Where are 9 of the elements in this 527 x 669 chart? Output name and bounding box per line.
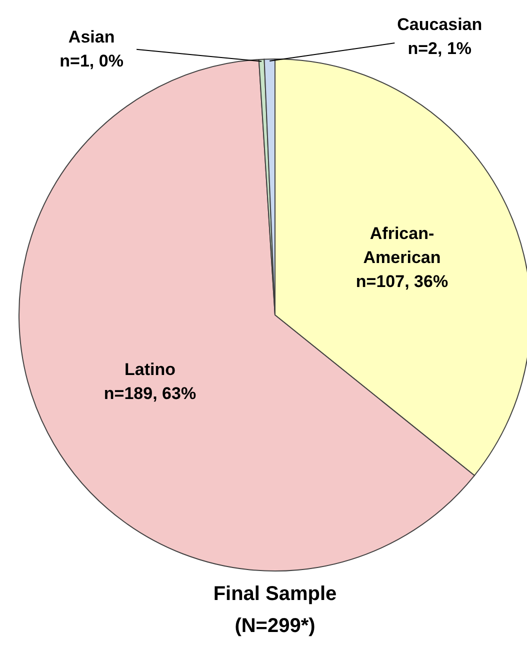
text: Final Sample <box>213 583 337 605</box>
slice-label: Caucasian <box>397 15 482 34</box>
data-label: n=1, 0% <box>60 51 124 70</box>
text: (N=299*) <box>234 615 316 637</box>
data-label: n=107, 36% <box>356 272 448 292</box>
slice-label: Latino <box>124 360 176 379</box>
slice-label: Asian <box>68 27 115 46</box>
data-label: n=189, 63% <box>104 384 196 403</box>
data-label: n=2, 1% <box>408 39 472 58</box>
